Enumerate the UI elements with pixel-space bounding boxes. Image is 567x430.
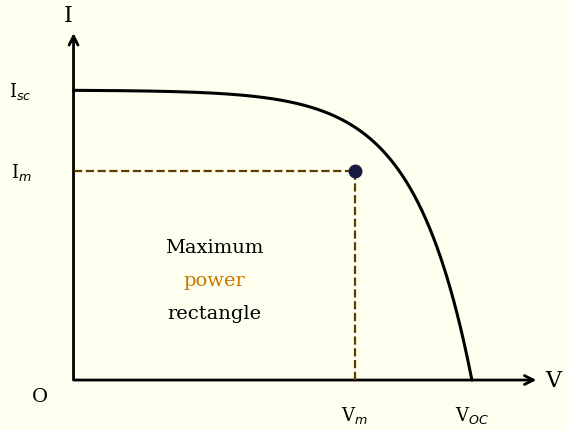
Text: I$_{m}$: I$_{m}$ [11,162,32,182]
Text: I: I [64,6,73,28]
Text: V$_{OC}$: V$_{OC}$ [455,404,489,424]
Text: power: power [183,271,245,289]
Text: I$_{sc}$: I$_{sc}$ [9,81,32,101]
Text: Maximum: Maximum [165,238,263,256]
Text: rectangle: rectangle [167,304,261,322]
Text: O: O [32,387,48,405]
Text: V: V [545,369,561,391]
Text: V$_{m}$: V$_{m}$ [341,404,368,424]
